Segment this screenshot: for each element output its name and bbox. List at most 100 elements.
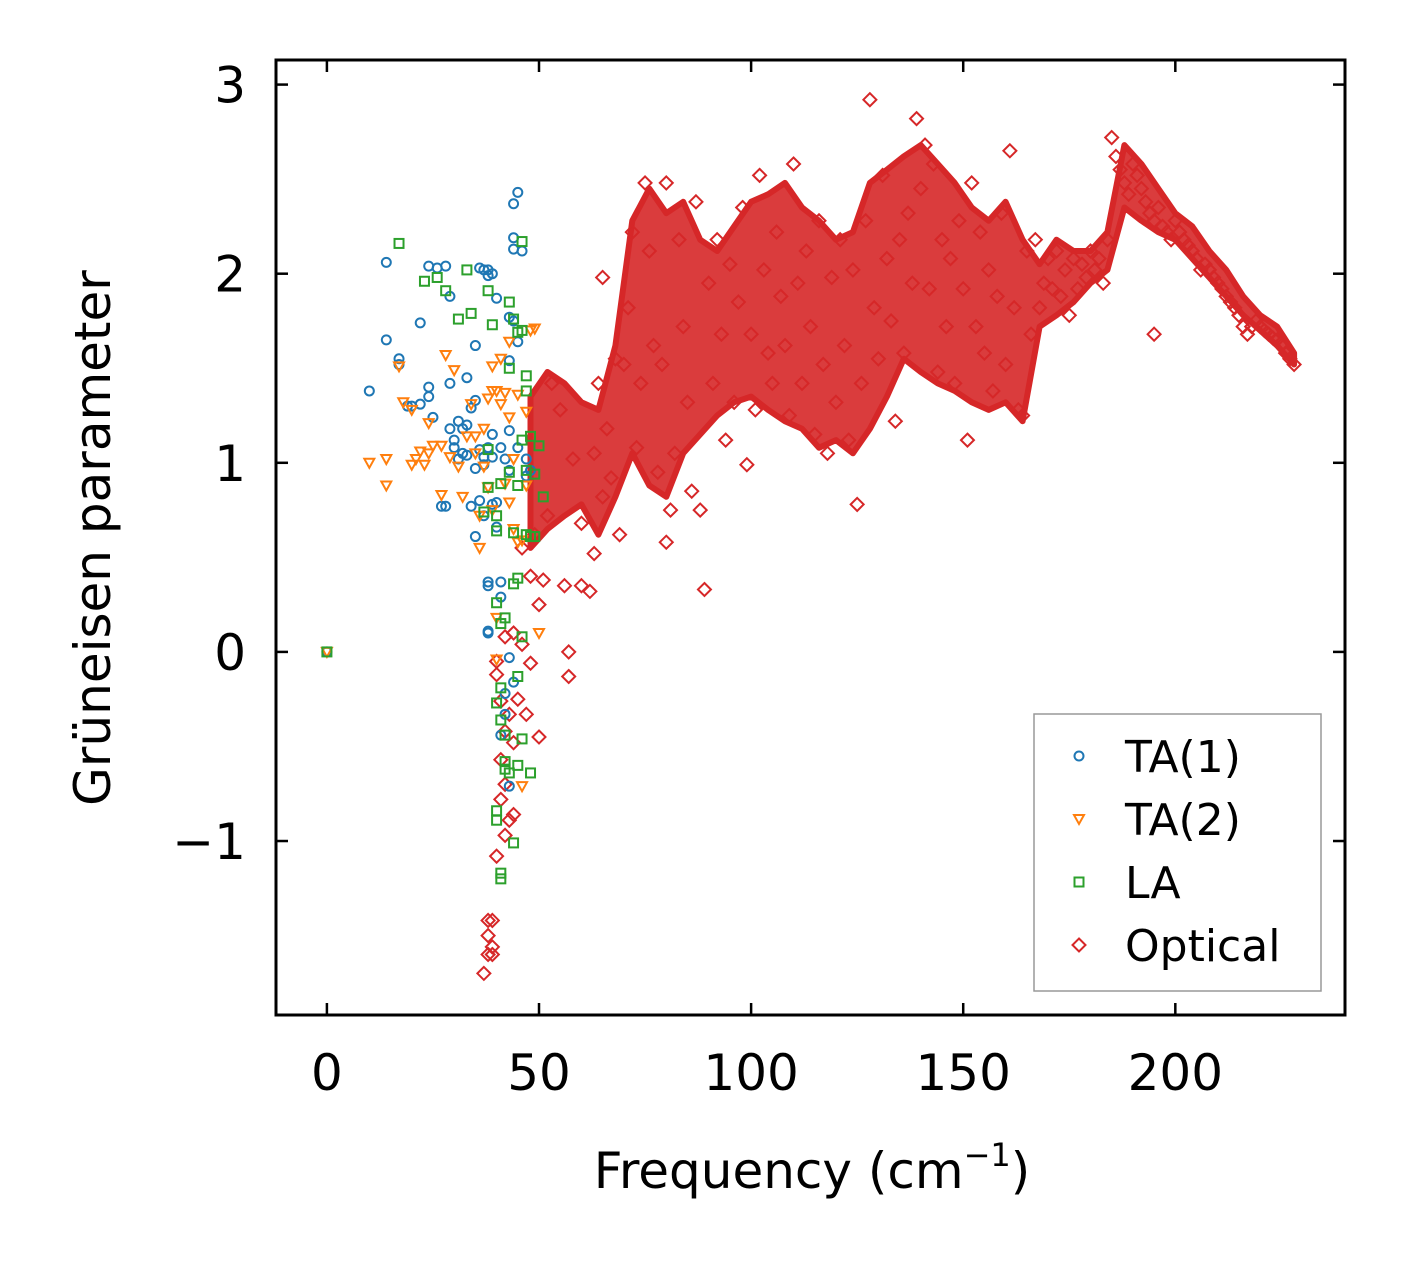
ta-2-point <box>379 454 393 467</box>
optical-point <box>1175 231 1192 248</box>
legend-marker-la <box>1073 876 1085 888</box>
legend-marker-ta-1 <box>1073 750 1085 762</box>
optical-point <box>823 269 840 286</box>
ta-2-point <box>489 654 504 667</box>
optical-point <box>573 577 590 594</box>
optical-point <box>586 445 603 462</box>
ta-1-point <box>444 423 456 435</box>
ta-2-point <box>494 399 508 412</box>
y-tick-label: 1 <box>214 435 246 493</box>
optical-point <box>802 318 819 335</box>
optical-point <box>861 91 878 108</box>
optical-point <box>594 488 611 505</box>
ta-2-point <box>405 459 419 472</box>
optical-point <box>883 313 900 329</box>
optical-point <box>794 375 810 392</box>
optical-point <box>772 288 789 305</box>
ta-2-point <box>426 440 440 453</box>
optical-point <box>509 691 526 708</box>
optical-point <box>828 394 844 411</box>
axis-ticks <box>276 60 1345 1015</box>
series-optical <box>475 91 1303 982</box>
optical-point <box>700 275 717 292</box>
optical-point <box>721 256 738 273</box>
optical-point <box>1146 326 1163 343</box>
ta-1-point <box>503 652 515 664</box>
la-point <box>440 285 452 297</box>
la-point <box>486 319 498 331</box>
optical-point <box>611 526 628 543</box>
ta-1-point <box>508 198 520 210</box>
ta-2-point <box>468 431 483 444</box>
optical-point <box>734 199 751 216</box>
optical-point <box>679 394 696 411</box>
optical-point <box>658 534 675 551</box>
la-point <box>516 324 528 336</box>
ta-2-point <box>464 399 478 412</box>
optical-point <box>1116 175 1133 191</box>
ta-2-point <box>413 446 427 459</box>
legend-item-ta-1: TA(1) <box>1073 732 1241 783</box>
optical-point <box>488 666 505 683</box>
ta-1-point <box>461 419 473 431</box>
ta-2-point <box>405 404 419 417</box>
optical-point <box>658 175 675 191</box>
ta-2-point <box>481 393 495 406</box>
ta-2-point <box>422 448 436 461</box>
legend-item-la: LA <box>1073 858 1181 909</box>
legend-label: LA <box>1125 858 1181 909</box>
optical-point <box>840 432 857 449</box>
la-point <box>520 385 532 397</box>
legend-item-ta-2: TA(2) <box>1072 795 1241 846</box>
la-point <box>499 612 511 624</box>
ta-2-point <box>396 397 410 410</box>
optical-point <box>819 445 836 462</box>
la-point <box>508 837 520 849</box>
ta-1-point <box>469 340 481 352</box>
optical-point <box>993 205 1010 222</box>
ta-2-point <box>506 523 521 537</box>
y-tick-label: 3 <box>214 57 246 115</box>
optical-point <box>535 572 552 588</box>
optical-point <box>1082 243 1099 259</box>
optical-point <box>1277 345 1294 362</box>
optical-point <box>963 175 980 191</box>
axis-tick-labels: 0 50 100 150 200 −1 0 1 2 3 <box>172 57 1223 1102</box>
la-point <box>499 729 511 741</box>
optical-point <box>934 231 950 248</box>
x-tick-label: 0 <box>311 1044 343 1102</box>
optical-point <box>522 568 539 585</box>
optical-point <box>755 261 772 278</box>
ta-1-point <box>503 425 515 437</box>
optical-point <box>789 275 806 292</box>
la-point <box>482 444 494 456</box>
optical-point <box>785 156 802 172</box>
la-point <box>533 440 545 452</box>
ta-2-point <box>392 361 406 374</box>
optical-point <box>1023 326 1040 343</box>
optical-point <box>1086 261 1103 278</box>
la-point <box>418 275 430 287</box>
la-point <box>495 873 507 885</box>
legend-item-optical: Optical <box>1071 921 1280 972</box>
optical-point <box>1027 231 1044 248</box>
la-point <box>482 285 494 297</box>
ta-2-point <box>447 365 461 378</box>
optical-point <box>811 212 827 229</box>
optical-point <box>1065 250 1082 267</box>
optical-point <box>1209 275 1226 292</box>
optical-dense-band <box>527 142 1298 551</box>
ta-2-point <box>422 418 436 431</box>
optical-point <box>895 345 912 362</box>
ta-2-point <box>438 350 453 363</box>
ta-1-point <box>491 292 503 304</box>
ta-2-point <box>506 454 521 467</box>
optical-point <box>1057 261 1073 278</box>
optical-point <box>1014 407 1031 424</box>
optical-point <box>989 288 1006 305</box>
optical-point <box>497 827 513 844</box>
optical-point <box>751 167 768 184</box>
optical-point <box>560 643 577 660</box>
ta-1-point <box>414 317 426 329</box>
ta-2-point <box>477 461 491 474</box>
